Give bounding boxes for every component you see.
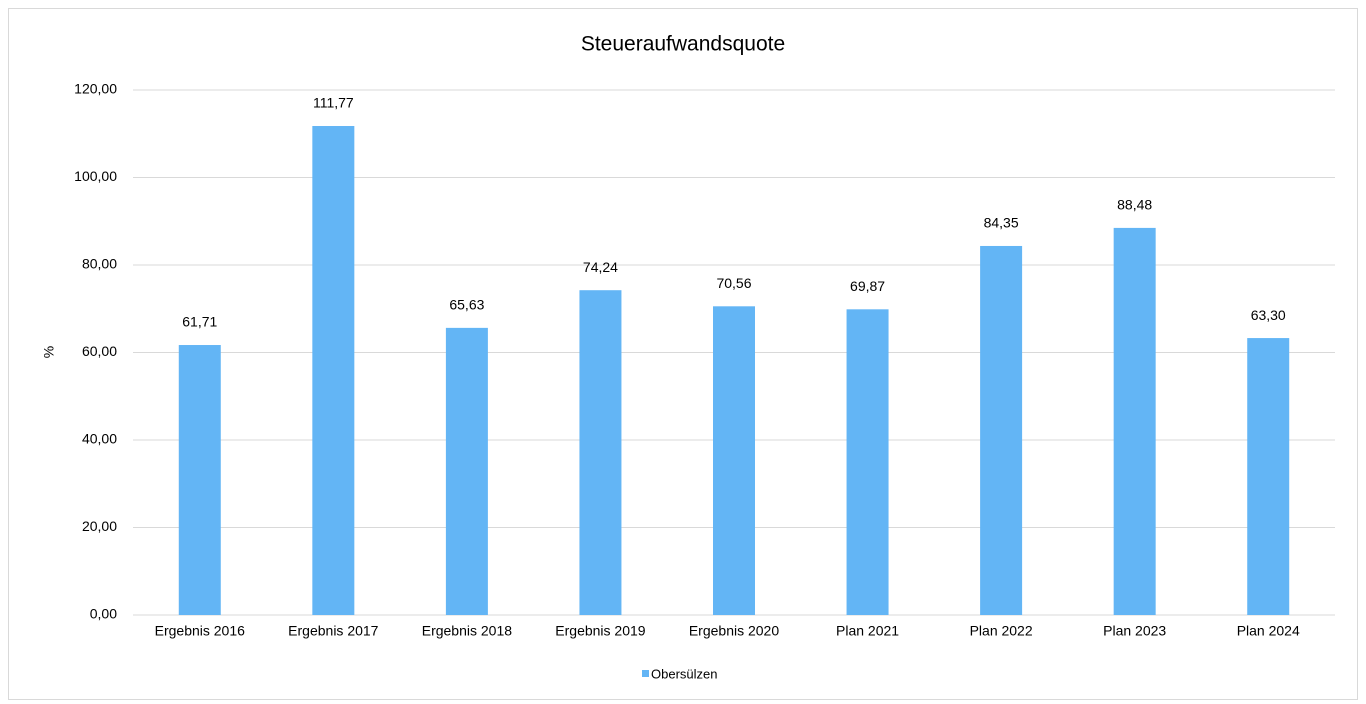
y-axis-label: % (41, 346, 57, 358)
y-tick-label: 100,00 (74, 168, 117, 184)
x-tick-label: Ergebnis 2016 (155, 623, 246, 639)
bar (445, 327, 488, 615)
data-label: 88,48 (1117, 197, 1152, 213)
bar (846, 309, 889, 615)
bar (713, 306, 755, 615)
x-tick-label: Plan 2023 (1103, 623, 1166, 639)
legend-label: Obersülzen (651, 666, 717, 681)
data-label: 69,87 (850, 278, 885, 294)
y-tick-label: 20,00 (82, 518, 117, 534)
data-label: 111,77 (313, 95, 354, 111)
bar (312, 126, 355, 615)
bar (1113, 227, 1156, 615)
y-tick-label: 60,00 (82, 343, 117, 359)
bar (178, 345, 221, 615)
x-tick-label: Plan 2024 (1237, 623, 1300, 639)
data-label: 74,24 (583, 259, 618, 275)
data-label: 61,71 (182, 314, 217, 330)
data-label: 84,35 (984, 215, 1019, 231)
legend-swatch (642, 670, 649, 677)
x-tick-label: Ergebnis 2017 (288, 623, 379, 639)
bar (1247, 338, 1290, 615)
y-tick-label: 40,00 (82, 431, 117, 447)
x-tick-label: Plan 2021 (836, 623, 899, 639)
x-tick-label: Ergebnis 2018 (422, 623, 513, 639)
x-tick-label: Ergebnis 2019 (555, 623, 646, 639)
bar (980, 245, 1023, 615)
x-tick-label: Plan 2022 (970, 623, 1033, 639)
data-label: 65,63 (449, 297, 484, 313)
y-tick-label: 80,00 (82, 256, 117, 272)
data-label: 70,56 (716, 275, 751, 291)
x-tick-label: Ergebnis 2020 (689, 623, 780, 639)
y-tick-label: 120,00 (74, 81, 117, 97)
chart-title: Steueraufwandsquote (581, 33, 785, 56)
data-label: 63,30 (1251, 307, 1286, 323)
y-tick-label: 0,00 (90, 606, 117, 622)
bar (579, 290, 622, 615)
